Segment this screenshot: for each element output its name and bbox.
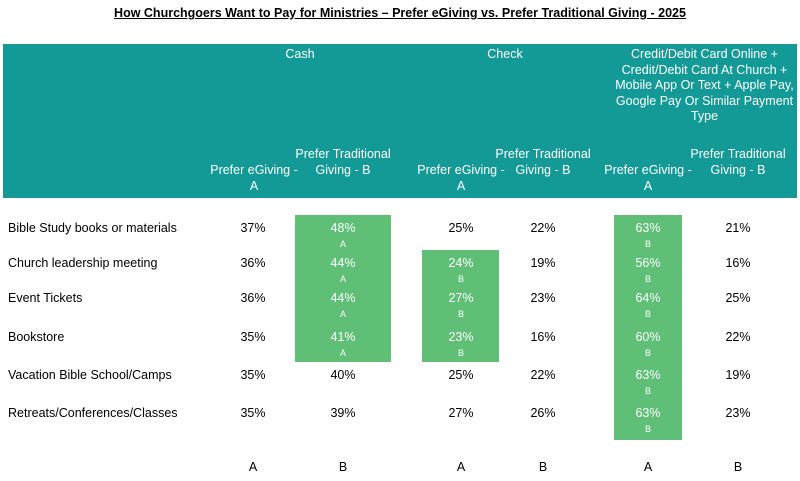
table-cell: 22% <box>725 330 751 344</box>
table-cell: 16% <box>530 330 556 344</box>
table-cell: 25% <box>725 291 751 305</box>
table-cell: 35% <box>240 406 266 420</box>
column-heading: Prefer eGiving - A <box>604 163 692 193</box>
table-cell: 56% <box>635 256 661 270</box>
table-cell: 36% <box>240 256 266 270</box>
significance-letter: A <box>339 348 346 358</box>
column-letter: B <box>733 460 743 474</box>
significance-letter: B <box>644 239 651 249</box>
table-cell: 63% <box>635 406 661 420</box>
significance-letter: A <box>339 239 346 249</box>
table-cell: 35% <box>240 330 266 344</box>
row-label: Event Tickets <box>8 291 83 305</box>
table-cell: 27% <box>448 406 474 420</box>
group-heading-check: Check <box>487 47 523 61</box>
column-letter: B <box>538 460 548 474</box>
significance-highlight <box>422 250 499 362</box>
table-cell: 44% <box>330 256 356 270</box>
table-cell: 21% <box>725 221 751 235</box>
table-cell: 23% <box>725 406 751 420</box>
group-heading-cash: Cash <box>285 47 315 61</box>
table-cell: 25% <box>448 368 474 382</box>
table-cell: 23% <box>448 330 474 344</box>
row-label: Bookstore <box>8 330 65 344</box>
table-cell: 40% <box>330 368 356 382</box>
significance-letter: B <box>644 309 651 319</box>
table-cell: 25% <box>448 221 474 235</box>
table-cell: 35% <box>240 368 266 382</box>
significance-letter: A <box>339 274 346 284</box>
table-cell: 63% <box>635 368 661 382</box>
significance-letter: A <box>339 309 346 319</box>
group-heading-card: Credit/Debit Card Online + Credit/Debit … <box>615 47 794 123</box>
table-cell: 63% <box>635 221 661 235</box>
table-cell: 22% <box>530 221 556 235</box>
column-heading: Prefer eGiving - A <box>417 163 505 193</box>
column-letter: B <box>338 460 348 474</box>
significance-highlight <box>614 215 682 440</box>
row-label: Bible Study books or materials <box>8 221 177 235</box>
table-header-band <box>3 44 797 198</box>
table-cell: 60% <box>635 330 661 344</box>
table-cell: 16% <box>725 256 751 270</box>
significance-letter: B <box>457 274 464 284</box>
table-cell: 26% <box>530 406 556 420</box>
table-cell: 19% <box>530 256 556 270</box>
row-label: Retreats/Conferences/Classes <box>8 406 178 420</box>
row-label: Church leadership meeting <box>8 256 158 270</box>
significance-letter: B <box>644 274 651 284</box>
significance-letter: B <box>644 424 651 434</box>
table-cell: 27% <box>448 291 474 305</box>
table-cell: 44% <box>330 291 356 305</box>
table-cell: 41% <box>330 330 356 344</box>
column-letter: A <box>248 460 258 474</box>
column-letter: A <box>643 460 653 474</box>
column-letter: A <box>456 460 466 474</box>
table-cell: 48% <box>330 221 356 235</box>
table-title: How Churchgoers Want to Pay for Ministri… <box>114 6 686 20</box>
column-heading: Prefer Traditional Giving - B <box>495 147 591 177</box>
table-cell: 23% <box>530 291 556 305</box>
column-heading: Prefer eGiving - A <box>210 163 298 193</box>
significance-letter: B <box>457 309 464 319</box>
table-cell: 64% <box>635 291 661 305</box>
table-cell: 24% <box>448 256 474 270</box>
row-label: Vacation Bible School/Camps <box>8 368 172 382</box>
table-cell: 36% <box>240 291 266 305</box>
column-heading: Prefer Traditional Giving - B <box>295 147 391 177</box>
table-cell: 39% <box>330 406 356 420</box>
significance-letter: B <box>457 348 464 358</box>
column-heading: Prefer Traditional Giving - B <box>690 147 786 177</box>
significance-letter: B <box>644 386 651 396</box>
significance-letter: B <box>644 348 651 358</box>
significance-highlight <box>295 215 391 362</box>
table-cell: 37% <box>240 221 266 235</box>
table-cell: 19% <box>725 368 751 382</box>
table-cell: 22% <box>530 368 556 382</box>
